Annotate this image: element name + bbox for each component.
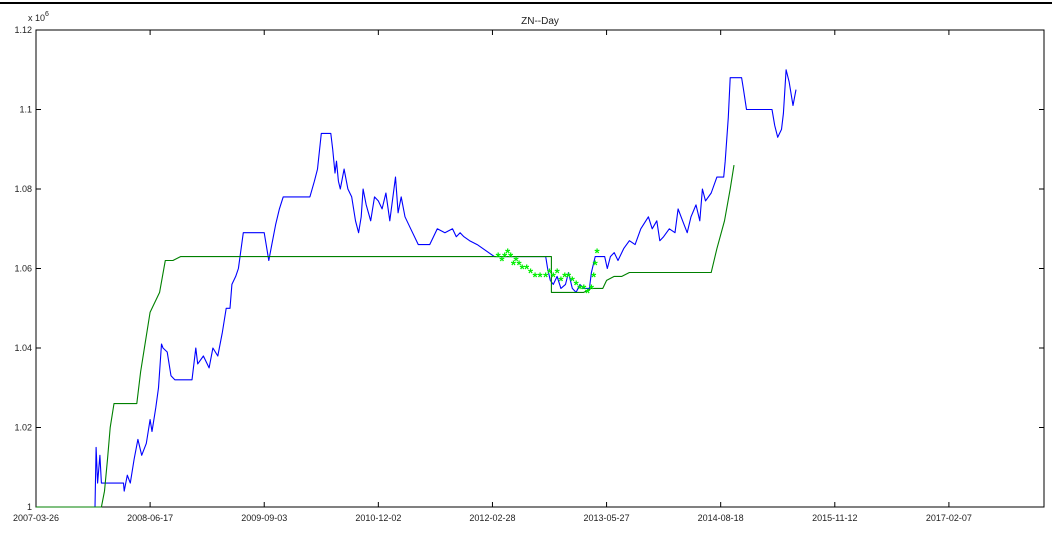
x-tick-label: 2010-12-02 bbox=[355, 513, 401, 523]
plot-frame bbox=[35, 29, 1045, 508]
y-tick-label: 1.04 bbox=[14, 343, 32, 353]
star-marker: * bbox=[514, 254, 520, 269]
star-marker: * bbox=[595, 246, 601, 261]
star-marker: * bbox=[502, 250, 508, 265]
x-tick-label: 2008-06-17 bbox=[127, 513, 173, 523]
star-marker: * bbox=[528, 265, 534, 280]
star-marker: * bbox=[566, 269, 572, 284]
star-marker: * bbox=[555, 265, 561, 280]
star-marker: * bbox=[505, 246, 511, 261]
star-marker: * bbox=[524, 262, 530, 277]
x-tick-label: 2014-08-18 bbox=[698, 513, 744, 523]
star-marker: * bbox=[537, 269, 543, 284]
star-marker: * bbox=[508, 250, 514, 265]
x-tick-label: 2013-05-27 bbox=[584, 513, 630, 523]
star-marker: * bbox=[593, 258, 599, 273]
star-marker: * bbox=[551, 269, 557, 284]
trailing_stop-line bbox=[36, 165, 735, 508]
star-marker: * bbox=[562, 269, 568, 284]
marker-series: ********* ** * * **************** bbox=[496, 246, 601, 301]
y-exponent-label: x 106 bbox=[28, 11, 49, 23]
star-marker: * bbox=[499, 254, 505, 269]
x-axis: 2007-03-26 2008-06-17 2009-09-03 2010-12-02… bbox=[13, 30, 972, 523]
star-marker: * bbox=[574, 277, 580, 292]
star-marker: * bbox=[585, 285, 591, 300]
y-tick-label: 1.1 bbox=[19, 105, 32, 115]
star-marker: * bbox=[496, 250, 502, 265]
star-marker: * bbox=[511, 258, 517, 273]
y-tick-label: 1.08 bbox=[14, 184, 32, 194]
star-marker: * bbox=[558, 273, 564, 288]
x-tick-label: 2015-11-12 bbox=[812, 513, 857, 523]
star-marker: * bbox=[543, 269, 549, 284]
star-marker: * bbox=[581, 281, 587, 296]
series-layer: ********* ** * * **************** bbox=[36, 69, 797, 508]
star-marker: * bbox=[517, 258, 523, 273]
y-tick-label: 1 bbox=[27, 502, 32, 512]
star-marker: * bbox=[547, 265, 553, 280]
y-exponent-base: x 10 bbox=[28, 13, 45, 23]
equity-line bbox=[94, 69, 797, 508]
x-tick-label: 2007-03-26 bbox=[13, 513, 59, 523]
y-tick-label: 1.06 bbox=[14, 264, 32, 274]
star-marker: * bbox=[591, 269, 597, 284]
chart-title: ZN--Day bbox=[521, 16, 559, 27]
x-tick-label: 2017-02-07 bbox=[926, 513, 972, 523]
x-tick-label: 2012-02-28 bbox=[469, 513, 515, 523]
star-marker: * bbox=[570, 273, 576, 288]
y-exponent-power: 6 bbox=[45, 11, 49, 18]
star-marker: * bbox=[577, 281, 583, 296]
y-axis: 1 1.02 1.04 1.06 1.08 1.1 1.12 bbox=[14, 25, 1044, 512]
star-marker: * bbox=[520, 262, 526, 277]
star-marker: * bbox=[533, 269, 539, 284]
y-tick-label: 1.12 bbox=[14, 25, 32, 35]
star-marker: * bbox=[589, 281, 595, 296]
x-tick-label: 2009-09-03 bbox=[241, 513, 287, 523]
y-tick-label: 1.02 bbox=[14, 423, 32, 433]
